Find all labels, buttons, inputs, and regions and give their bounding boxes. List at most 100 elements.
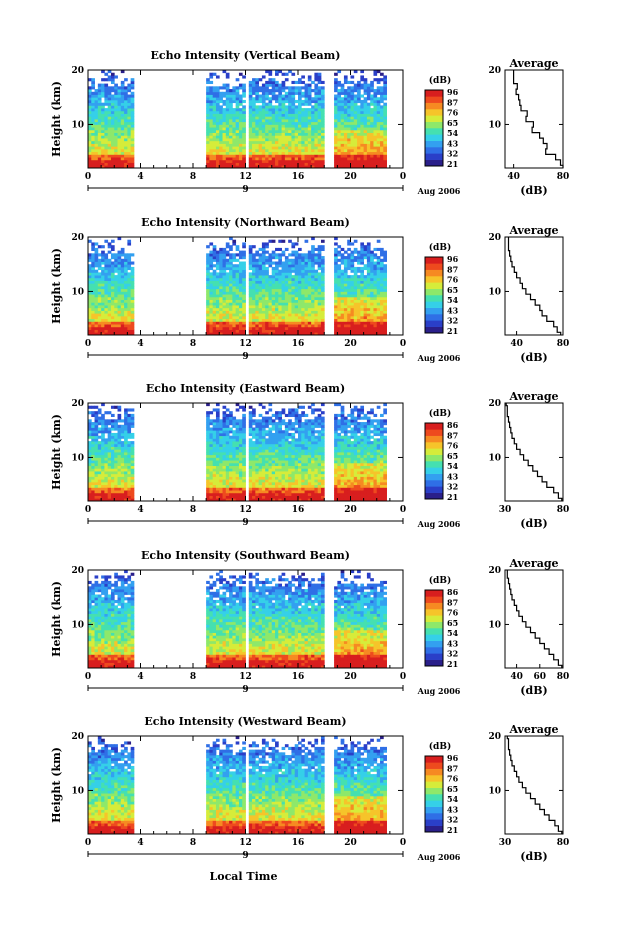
colorbar-tick-label: 43 (447, 471, 459, 481)
y-tick-label: 20 (71, 566, 84, 576)
colorbar-swatch (425, 263, 443, 270)
heatmap-cells (88, 70, 387, 168)
colorbar-swatch (425, 467, 443, 474)
x-tick-label: 20 (344, 172, 357, 182)
colorbar-tick-label: 54 (447, 794, 459, 804)
colorbar-swatch (425, 807, 443, 814)
average-profile-line (509, 237, 561, 335)
colorbar-tick-label: 54 (447, 461, 459, 471)
x-tick-label: 0 (400, 672, 406, 682)
average-y-tick-label: 10 (488, 620, 501, 630)
colorbar-unit: (dB) (429, 242, 451, 253)
y-tick-label: 10 (71, 786, 84, 796)
panel-title: Echo Intensity (Northward Beam) (141, 216, 350, 229)
date-label: Aug 2006 (417, 353, 461, 363)
colorbar-swatch (425, 609, 443, 616)
average-y-tick-label: 20 (488, 732, 501, 742)
average-y-tick-label: 10 (488, 786, 501, 796)
x-tick-label: 0 (85, 505, 91, 515)
colorbar-swatch (425, 480, 443, 487)
colorbar-swatch (425, 448, 443, 455)
colorbar-swatch (425, 794, 443, 801)
x-tick-label: 12 (239, 505, 252, 515)
colorbar-tick-label: 87 (447, 264, 458, 274)
date-day-label: 9 (242, 851, 248, 861)
colorbar-tick-label: 32 (447, 649, 458, 659)
colorbar-swatch (425, 103, 443, 110)
colorbar-swatch (425, 486, 443, 493)
colorbar-swatch (425, 96, 443, 103)
colorbar-swatch (425, 461, 443, 468)
colorbar-swatch (425, 423, 443, 430)
colorbar-tick-label: 96 (447, 87, 459, 97)
average-x-tick-label: 80 (557, 838, 570, 848)
colorbar-swatch (425, 474, 443, 481)
x-tick-label: 4 (137, 505, 143, 515)
colorbar-tick-label: 87 (447, 430, 458, 440)
colorbar-tick-label: 32 (447, 316, 458, 326)
x-tick-label: 12 (239, 672, 252, 682)
colorbar-swatch (425, 289, 443, 296)
y-axis-label: Height (km) (50, 248, 63, 324)
colorbar-swatch (425, 590, 443, 597)
colorbar-swatch (425, 653, 443, 660)
colorbar-unit: (dB) (429, 408, 451, 419)
colorbar-tick-label: 43 (447, 305, 459, 315)
colorbar-swatch (425, 788, 443, 795)
colorbar-swatch (425, 314, 443, 321)
colorbar-tick-label: 76 (447, 441, 459, 451)
colorbar-swatch (425, 282, 443, 289)
x-tick-label: 20 (344, 505, 357, 515)
colorbar-swatch (425, 813, 443, 820)
date-label: Aug 2006 (417, 519, 461, 529)
colorbar-tick-label: 76 (447, 275, 459, 285)
average-x-tick-label: 80 (557, 339, 570, 349)
average-profile-line (506, 403, 562, 501)
average-profile-line (507, 570, 562, 668)
x-tick-label: 0 (400, 339, 406, 349)
colorbar-tick-label: 32 (447, 482, 458, 492)
colorbar-swatch (425, 826, 443, 833)
x-tick-label: 0 (85, 838, 91, 848)
colorbar-swatch (425, 429, 443, 436)
x-tick-label: 12 (239, 339, 252, 349)
average-x-tick-label: 40 (510, 672, 523, 682)
colorbar-tick-label: 76 (447, 608, 459, 618)
y-axis-label: Height (km) (50, 81, 63, 157)
panel-4: Echo Intensity (Southward Beam)Height (k… (50, 549, 569, 697)
colorbar-swatch (425, 276, 443, 283)
colorbar-tick-label: 86 (447, 587, 459, 597)
date-day-label: 9 (242, 185, 248, 195)
average-y-tick-label: 10 (488, 120, 501, 130)
x-tick-label: 8 (190, 505, 196, 515)
colorbar-swatch (425, 775, 443, 782)
panel-3: Echo Intensity (Eastward Beam)Height (km… (50, 382, 569, 530)
colorbar-tick-label: 32 (447, 149, 458, 159)
x-tick-label: 12 (239, 838, 252, 848)
colorbar-swatch (425, 660, 443, 667)
average-frame (505, 736, 563, 834)
colorbar-unit: (dB) (429, 741, 451, 752)
average-title: Average (508, 390, 558, 403)
average-x-label: (dB) (520, 517, 547, 530)
average-y-tick-label: 10 (488, 287, 501, 297)
colorbar-tick-label: 96 (447, 753, 459, 763)
colorbar-tick-label: 54 (447, 128, 459, 138)
colorbar-swatch (425, 493, 443, 500)
x-tick-label: 4 (137, 672, 143, 682)
colorbar-swatch (425, 327, 443, 334)
average-title: Average (508, 723, 558, 736)
colorbar-swatch (425, 756, 443, 763)
colorbar-swatch (425, 647, 443, 654)
colorbar-tick-label: 65 (447, 285, 458, 295)
colorbar-swatch (425, 308, 443, 315)
average-frame (505, 70, 563, 168)
colorbar-unit: (dB) (429, 75, 451, 86)
colorbar-swatch (425, 301, 443, 308)
average-x-tick-label: 40 (510, 339, 523, 349)
colorbar-swatch (425, 109, 443, 116)
colorbar-tick-label: 43 (447, 804, 459, 814)
colorbar-tick-label: 65 (447, 618, 458, 628)
